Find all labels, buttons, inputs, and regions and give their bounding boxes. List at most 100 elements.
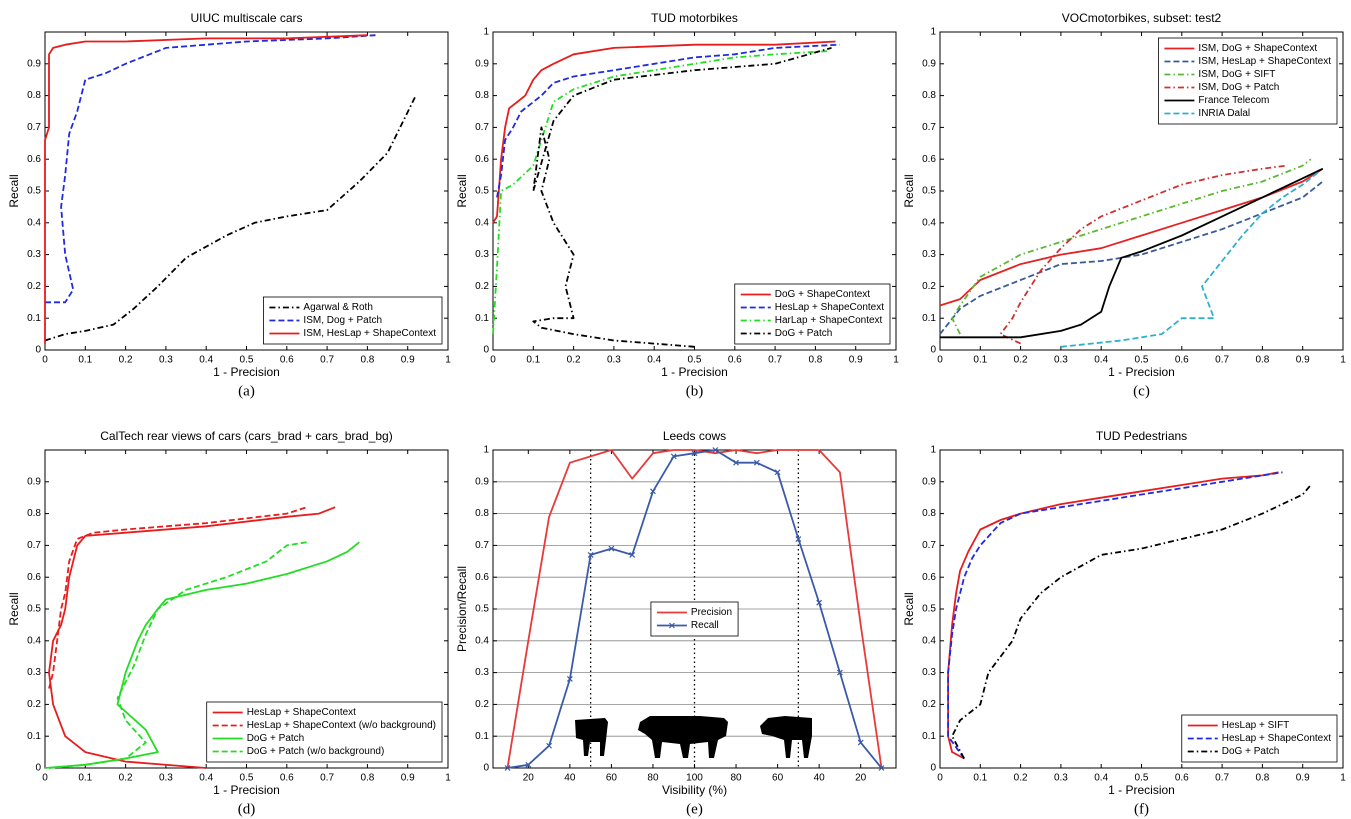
y-tick-label: 0.1 (475, 731, 489, 742)
point-marker (608, 545, 615, 552)
y-tick-label: 0.6 (475, 572, 489, 583)
legend-label: HesLap + ShapeContext (1222, 733, 1331, 744)
y-tick-label: 0.6 (922, 572, 936, 583)
y-tick-label: 0.5 (922, 186, 936, 197)
y-tick-label: 0.5 (922, 604, 936, 615)
plot-frame (44, 449, 449, 769)
y-tick-label: 0.6 (475, 154, 489, 165)
legend-label: HesLap + ShapeContext (w/o background) (247, 720, 436, 731)
cow-icon (760, 716, 812, 758)
y-tick-label: 0.4 (27, 217, 41, 228)
x-tick-label: 40 (564, 773, 576, 784)
point-marker (774, 469, 781, 476)
y-tick-label: 0.2 (922, 699, 936, 710)
y-tick-label: 0.9 (922, 476, 936, 487)
x-tick-label: 0.5 (1135, 355, 1149, 366)
x-tick-label: 40 (814, 773, 826, 784)
x-tick-label: 0.6 (1175, 773, 1189, 784)
x-tick-label: 0.5 (1135, 773, 1149, 784)
y-tick-label: 0.2 (27, 281, 41, 292)
series-line (947, 471, 1279, 760)
panel-caption: (d) (238, 801, 256, 817)
series-line (1060, 171, 1320, 348)
y-tick-label: 0.8 (27, 508, 41, 519)
y-tick-label: 0.3 (922, 249, 936, 260)
y-tick-label: 0.1 (27, 731, 41, 742)
x-tick-label: 0 (490, 355, 496, 366)
x-tick-label: 0.1 (973, 773, 987, 784)
legend-label: Precision (691, 607, 732, 618)
plot-frame (492, 31, 897, 351)
series-line (492, 40, 836, 224)
y-tick-label: 0.5 (27, 604, 41, 615)
y-tick-label: 0.4 (922, 635, 936, 646)
legend-label: HesLap + ShapeContext (247, 707, 356, 718)
x-tick-label: 0.1 (973, 355, 987, 366)
series-line (45, 34, 376, 304)
chart-title: VOCmotorbikes, subset: test2 (1062, 11, 1222, 25)
y-tick-label: 0 (483, 763, 489, 774)
legend-label: DoG + Patch (247, 733, 305, 744)
legend-label: DoG + Patch (1222, 746, 1280, 757)
y-tick-label: 0.7 (475, 540, 489, 551)
x-tick-label: 0.3 (159, 773, 173, 784)
series-line (48, 506, 308, 689)
legend-label: HesLap + ShapeContext (775, 302, 884, 313)
panel-caption: (e) (686, 801, 703, 817)
x-tick-label: 0.5 (240, 773, 254, 784)
point-marker (691, 450, 698, 457)
x-tick-label: 0.9 (401, 773, 415, 784)
x-tick-label: 1 (1340, 355, 1346, 366)
chart-panel: 0 0.1 0.2 0.3 0.4 0.5 0.6 0.7 0.8 0.9 0 0.1 0.2 0.3 0.… (7, 11, 451, 399)
y-axis-label: Precision/Recall (455, 566, 469, 652)
x-tick-label: 0.6 (728, 355, 742, 366)
y-tick-label: 0.1 (475, 313, 489, 324)
legend-label: ISM, DoG + ShapeContext (1198, 43, 1317, 54)
y-tick-label: 0.5 (27, 186, 41, 197)
series-line (940, 167, 1324, 339)
x-tick-label: 0.3 (1054, 355, 1068, 366)
x-tick-label: 0.2 (1014, 355, 1028, 366)
series-line (48, 541, 308, 769)
point-marker (504, 765, 511, 771)
y-tick-label: 0.1 (922, 731, 936, 742)
x-tick-label: 0.7 (768, 355, 782, 366)
y-tick-label: 1 (930, 445, 936, 456)
y-tick-label: 0.1 (27, 313, 41, 324)
y-tick-label: 0.6 (27, 154, 41, 165)
y-tick-label: 0 (930, 345, 936, 356)
y-tick-label: 0.4 (922, 217, 936, 228)
y-tick-label: 0.6 (27, 572, 41, 583)
y-tick-label: 0 (35, 763, 41, 774)
x-tick-label: 0.3 (159, 355, 173, 366)
legend-label: ISM, Dog + Patch (303, 315, 382, 326)
legend: Agarwal & Roth ISM, Dog + Patch ISM, HesLa… (263, 296, 443, 345)
x-tick-label: 0.9 (1296, 773, 1310, 784)
legend-box (1158, 37, 1338, 125)
y-tick-label: 0.6 (922, 154, 936, 165)
y-axis-label: Recall (7, 592, 21, 625)
cow-icon (575, 718, 608, 756)
panel-caption: (f) (1134, 801, 1149, 817)
legend: ISM, DoG + ShapeContext ISM, HesLap + Sha… (1158, 37, 1338, 125)
chart-panel: 0 0.1 0.2 0.3 0.4 0.5 0.6 0.7 0.8 0.9 1 0 0.1 0.2 0.3 0… (902, 429, 1346, 817)
y-tick-label: 0 (483, 345, 489, 356)
y-tick-label: 0.3 (922, 667, 936, 678)
x-tick-label: 1 (893, 355, 899, 366)
y-axis-label: Recall (7, 174, 21, 207)
y-tick-label: 0.2 (922, 281, 936, 292)
legend-label: INRIA Dalal (1198, 108, 1250, 119)
chart-title: UIUC multiscale cars (190, 11, 302, 25)
series-line (506, 449, 883, 769)
cow-silhouettes (575, 716, 812, 758)
chart-title: TUD motorbikes (651, 11, 738, 25)
x-tick-label: 0.6 (280, 773, 294, 784)
y-tick-label: 0.1 (922, 313, 936, 324)
point-marker (857, 739, 864, 746)
legend: HesLap + ShapeContext HesLap + ShapeConte… (206, 701, 443, 763)
x-tick-label: 0.6 (1175, 355, 1189, 366)
x-axis-label: 1 - Precision (1108, 783, 1175, 797)
point-marker (753, 459, 760, 466)
x-tick-label: 0.4 (199, 773, 213, 784)
